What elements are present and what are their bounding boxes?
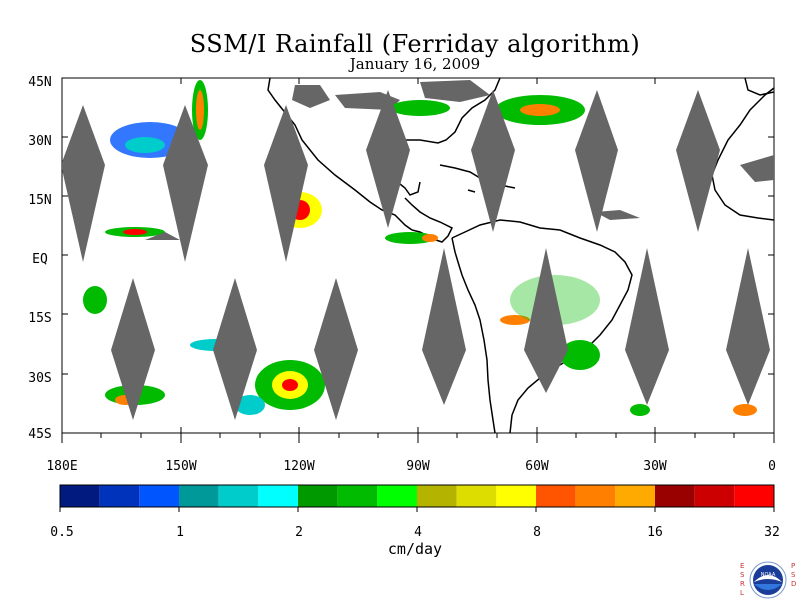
colorbar-swatch-6 <box>298 485 338 507</box>
colorbar-tick-16: 16 <box>647 525 663 540</box>
colorbar-swatch-15 <box>655 485 695 507</box>
colorbar-swatch-9 <box>417 485 457 507</box>
lon-label-120w: 120W <box>283 459 314 474</box>
lon-label-150w: 150W <box>165 459 196 474</box>
coastline-south-america <box>451 219 633 433</box>
colorbar-swatch-10 <box>456 485 497 507</box>
logo-letter-e: E <box>740 562 744 570</box>
noaa-logo-sea <box>754 584 782 590</box>
coastline-south-america-west <box>451 237 496 433</box>
colorbar-swatch-14 <box>615 485 655 507</box>
lat-label-eq: EQ <box>32 252 48 267</box>
lon-label-180e: 180E <box>46 459 77 474</box>
lat-label-15s: 15S <box>28 311 51 326</box>
logo-letter-s2: S <box>791 571 796 579</box>
axis-ticks <box>61 77 775 443</box>
colorbar-swatch-12 <box>536 485 576 507</box>
colorbar-swatch-7 <box>337 485 378 507</box>
noaa-esrl-psd-logo: E S R L P S D NOAA <box>740 561 796 599</box>
colorbar-tick-2: 2 <box>295 525 303 540</box>
colorbar-swatch-1 <box>99 485 140 507</box>
colorbar-tick-8: 8 <box>533 525 541 540</box>
lon-label-30w: 30W <box>643 459 667 474</box>
colorbar-tick-4: 4 <box>414 525 422 540</box>
colorbar-swatch-5 <box>258 485 298 507</box>
colorbar-tick-labels: 0.5 1 2 4 8 16 32 <box>50 525 780 540</box>
coastline-north-america-west <box>267 78 413 231</box>
colorbar <box>59 484 775 512</box>
colorbar-swatch-0 <box>60 485 100 507</box>
colorbar-tick-1: 1 <box>176 525 184 540</box>
lat-label-45n: 45N <box>28 75 51 90</box>
lat-label-30n: 30N <box>28 134 51 149</box>
lat-label-15n: 15N <box>28 193 51 208</box>
colorbar-tick-0.5: 0.5 <box>50 525 73 540</box>
missing-data-patches <box>292 80 774 220</box>
logo-letter-d: D <box>791 580 796 588</box>
longitude-labels: 180E 150W 120W 90W 60W 30W 0 <box>46 459 776 474</box>
colorbar-swatch-2 <box>139 485 179 507</box>
lat-label-45s: 45S <box>28 427 51 442</box>
colorbar-swatch-16 <box>694 485 735 507</box>
colorbar-swatch-17 <box>734 485 774 507</box>
noaa-logo-text: NOAA <box>761 572 776 578</box>
logo-letter-p: P <box>791 562 795 570</box>
logo-letter-s: S <box>740 571 745 579</box>
colorbar-swatch-3 <box>179 485 219 507</box>
map-title: SSM/I Rainfall (Ferriday algorithm) <box>189 30 641 58</box>
logo-letter-l: L <box>740 589 744 597</box>
lat-label-30s: 30S <box>28 371 51 386</box>
coastline-north-america-east <box>384 78 501 196</box>
swath-gaps <box>62 90 770 420</box>
colorbar-swatch-11 <box>496 485 536 507</box>
coastline-europe <box>744 78 774 96</box>
lon-label-90w: 90W <box>406 459 430 474</box>
lon-label-0: 0 <box>768 459 776 474</box>
map-date: January 16, 2009 <box>349 55 481 73</box>
lon-label-60w: 60W <box>525 459 549 474</box>
colorbar-swatch-4 <box>218 485 259 507</box>
logo-letter-r: R <box>740 580 745 588</box>
latitude-labels: 45N 30N 15N EQ 15S 30S 45S <box>28 75 51 442</box>
noaa-logo-gull <box>754 575 782 582</box>
map-content <box>62 78 774 433</box>
colorbar-tick-32: 32 <box>764 525 780 540</box>
colorbar-swatch-8 <box>377 485 417 507</box>
colorbar-swatch-13 <box>575 485 616 507</box>
colorbar-units: cm/day <box>387 540 443 558</box>
